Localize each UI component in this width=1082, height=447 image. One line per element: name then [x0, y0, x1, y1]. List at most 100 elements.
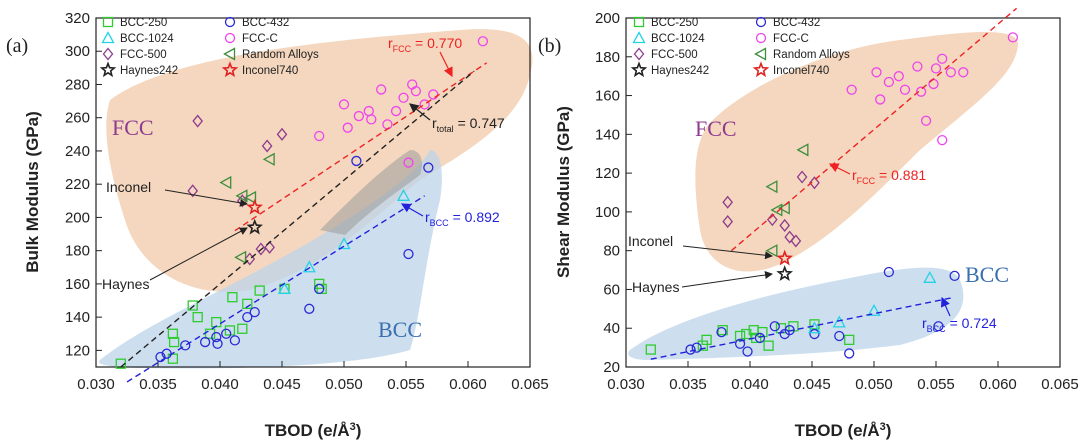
point-fcc-c-b-12: [945, 67, 957, 78]
legend-marker-a-4: [102, 47, 114, 61]
xtick-label-b-3: 0.045: [793, 376, 831, 393]
point-fcc-c-a-8: [390, 105, 402, 117]
point-fcc-c-b-10: [937, 53, 948, 64]
ytick-label-b-9: 200: [595, 10, 620, 27]
point-bcc-432-b-14: [949, 270, 960, 282]
point-bcc-432-b-2: [716, 326, 727, 338]
ytick-label-b-5: 120: [595, 165, 620, 182]
point-random-alloys-b-2: [777, 201, 790, 215]
fit-label-bcc-a: rBCC = 0.892: [425, 209, 500, 228]
point-fcc-c-a-13: [428, 89, 439, 100]
point-fcc-c-a-0: [314, 130, 325, 142]
region-label-bcc-a: BCC: [378, 317, 422, 342]
point-fcc-c-b-8: [920, 115, 932, 126]
ytick-label-b-4: 100: [595, 204, 620, 221]
point-bcc-250-b-7: [751, 332, 762, 344]
point-fcc-c-a-15: [477, 36, 489, 47]
legend-marker-b-6: [630, 61, 648, 78]
point-fcc-500-b-5: [790, 234, 802, 248]
ytick-label-b-6: 140: [595, 126, 620, 143]
point-fcc-500-a-5: [264, 240, 275, 254]
point-bcc-432-a-14: [423, 162, 434, 173]
legend-label-a-3: FCC-C: [242, 33, 278, 45]
point-bcc-250-a-3: [167, 328, 179, 339]
legend-marker-b-0: [633, 16, 645, 28]
point-fcc-c-b-7: [915, 86, 927, 97]
xtick-label-b-1: 0.035: [669, 376, 707, 393]
point-bcc-432-b-10: [834, 330, 845, 342]
xtick-label-b-6: 0.060: [979, 376, 1017, 393]
arrow-inconel-a: [164, 189, 248, 207]
fit-line-fcc-b: [730, 7, 1018, 252]
ytick-label-b-0: 20: [603, 359, 620, 376]
region-label-fcc-b: FCC: [695, 116, 737, 141]
point-bcc-250-a-10: [237, 323, 248, 334]
point-bcc-432-a-6: [221, 328, 232, 339]
region-label-bcc-b: BCC: [965, 262, 1009, 287]
point-fcc-500-b-4: [784, 230, 796, 244]
annotation-haynes-a: Haynes: [102, 276, 149, 292]
ytick-label-b-3: 80: [603, 243, 620, 260]
legend-label-b-7: Inconel740: [773, 65, 829, 77]
fit-arrow-fcc-b: [828, 163, 851, 175]
point-fcc-c-b-13: [958, 67, 969, 78]
point-bcc-250-b-9: [763, 340, 774, 351]
ylabel-b: Shear Modulus (GPa): [554, 106, 573, 278]
fcc-region-a: [106, 29, 533, 292]
point-fcc-c-b-1: [871, 67, 882, 78]
point-random-alloys-b-3: [796, 143, 809, 157]
fit-line-fcc-a: [234, 62, 487, 232]
point-random-alloys-a-3: [262, 152, 275, 166]
ytick-label-a-8: 280: [65, 76, 90, 93]
point-inconel740-b-0: [776, 249, 794, 266]
xtick-label-b-0: 0.030: [607, 376, 645, 393]
ytick-label-a-5: 220: [65, 176, 90, 193]
xtick-label-a-7: 0.065: [511, 376, 549, 393]
legend-marker-a-2: [101, 31, 115, 44]
point-bcc-250-a-6: [204, 328, 216, 339]
point-fcc-500-a-6: [255, 242, 267, 256]
point-bcc-250-a-4: [187, 300, 198, 311]
point-bcc-250-a-2: [168, 336, 180, 348]
annotation-haynes-b: Haynes: [632, 279, 679, 295]
point-bcc-432-a-7: [229, 335, 241, 346]
legend-a: BCC-250 BCC-432 BCC-1024 FCC-C FCC-500 Random…: [99, 16, 319, 78]
legend-label-b-0: BCC-250: [651, 17, 698, 29]
fit-label-fcc-a: rFCC = 0.770: [388, 35, 462, 54]
point-bcc-432-a-3: [199, 336, 211, 348]
legend-marker-a-0: [102, 16, 114, 28]
point-bcc-250-a-5: [192, 311, 203, 323]
point-bcc-250-a-9: [227, 292, 238, 303]
legend-label-b-4: FCC-500: [651, 49, 698, 61]
legend-label-b-1: BCC-432: [773, 17, 820, 29]
legend-label-a-2: BCC-1024: [120, 33, 174, 45]
legend-marker-a-6: [99, 61, 117, 78]
point-bcc-250-b-13: [844, 334, 855, 346]
point-bcc-1024-a-0: [277, 282, 292, 295]
point-random-alloys-a-2: [244, 190, 257, 205]
point-fcc-c-a-14: [403, 157, 414, 168]
point-bcc-1024-b-0: [807, 321, 822, 334]
point-fcc-c-a-1: [338, 99, 350, 110]
xtick-label-a-4: 0.050: [325, 376, 363, 393]
point-fcc-500-a-3: [261, 139, 273, 153]
point-bcc-250-a-11: [242, 298, 253, 309]
region-label-fcc-a: FCC: [112, 115, 154, 140]
fit-label-total-a: rtotal = 0.747: [432, 115, 505, 134]
point-bcc-432-b-12: [883, 266, 895, 278]
point-bcc-432-a-5: [212, 338, 223, 349]
point-bcc-432-b-3: [734, 338, 746, 349]
arrow-inconel-b: [682, 245, 773, 260]
ytick-label-a-1: 140: [65, 309, 90, 326]
point-bcc-432-a-2: [180, 340, 191, 351]
legend-marker-b-5: [754, 47, 767, 61]
point-fcc-c-a-11: [410, 85, 422, 97]
point-fcc-500-a-1: [187, 184, 199, 198]
legend-label-b-3: FCC-C: [773, 33, 809, 45]
ytick-label-b-2: 60: [603, 281, 620, 298]
point-bcc-432-a-4: [211, 331, 222, 343]
arrow-haynes-b: [681, 271, 773, 288]
point-fcc-500-a-0: [192, 114, 204, 128]
fit-arrow-fcc-a: [439, 51, 453, 78]
point-fcc-c-a-9: [398, 92, 409, 103]
